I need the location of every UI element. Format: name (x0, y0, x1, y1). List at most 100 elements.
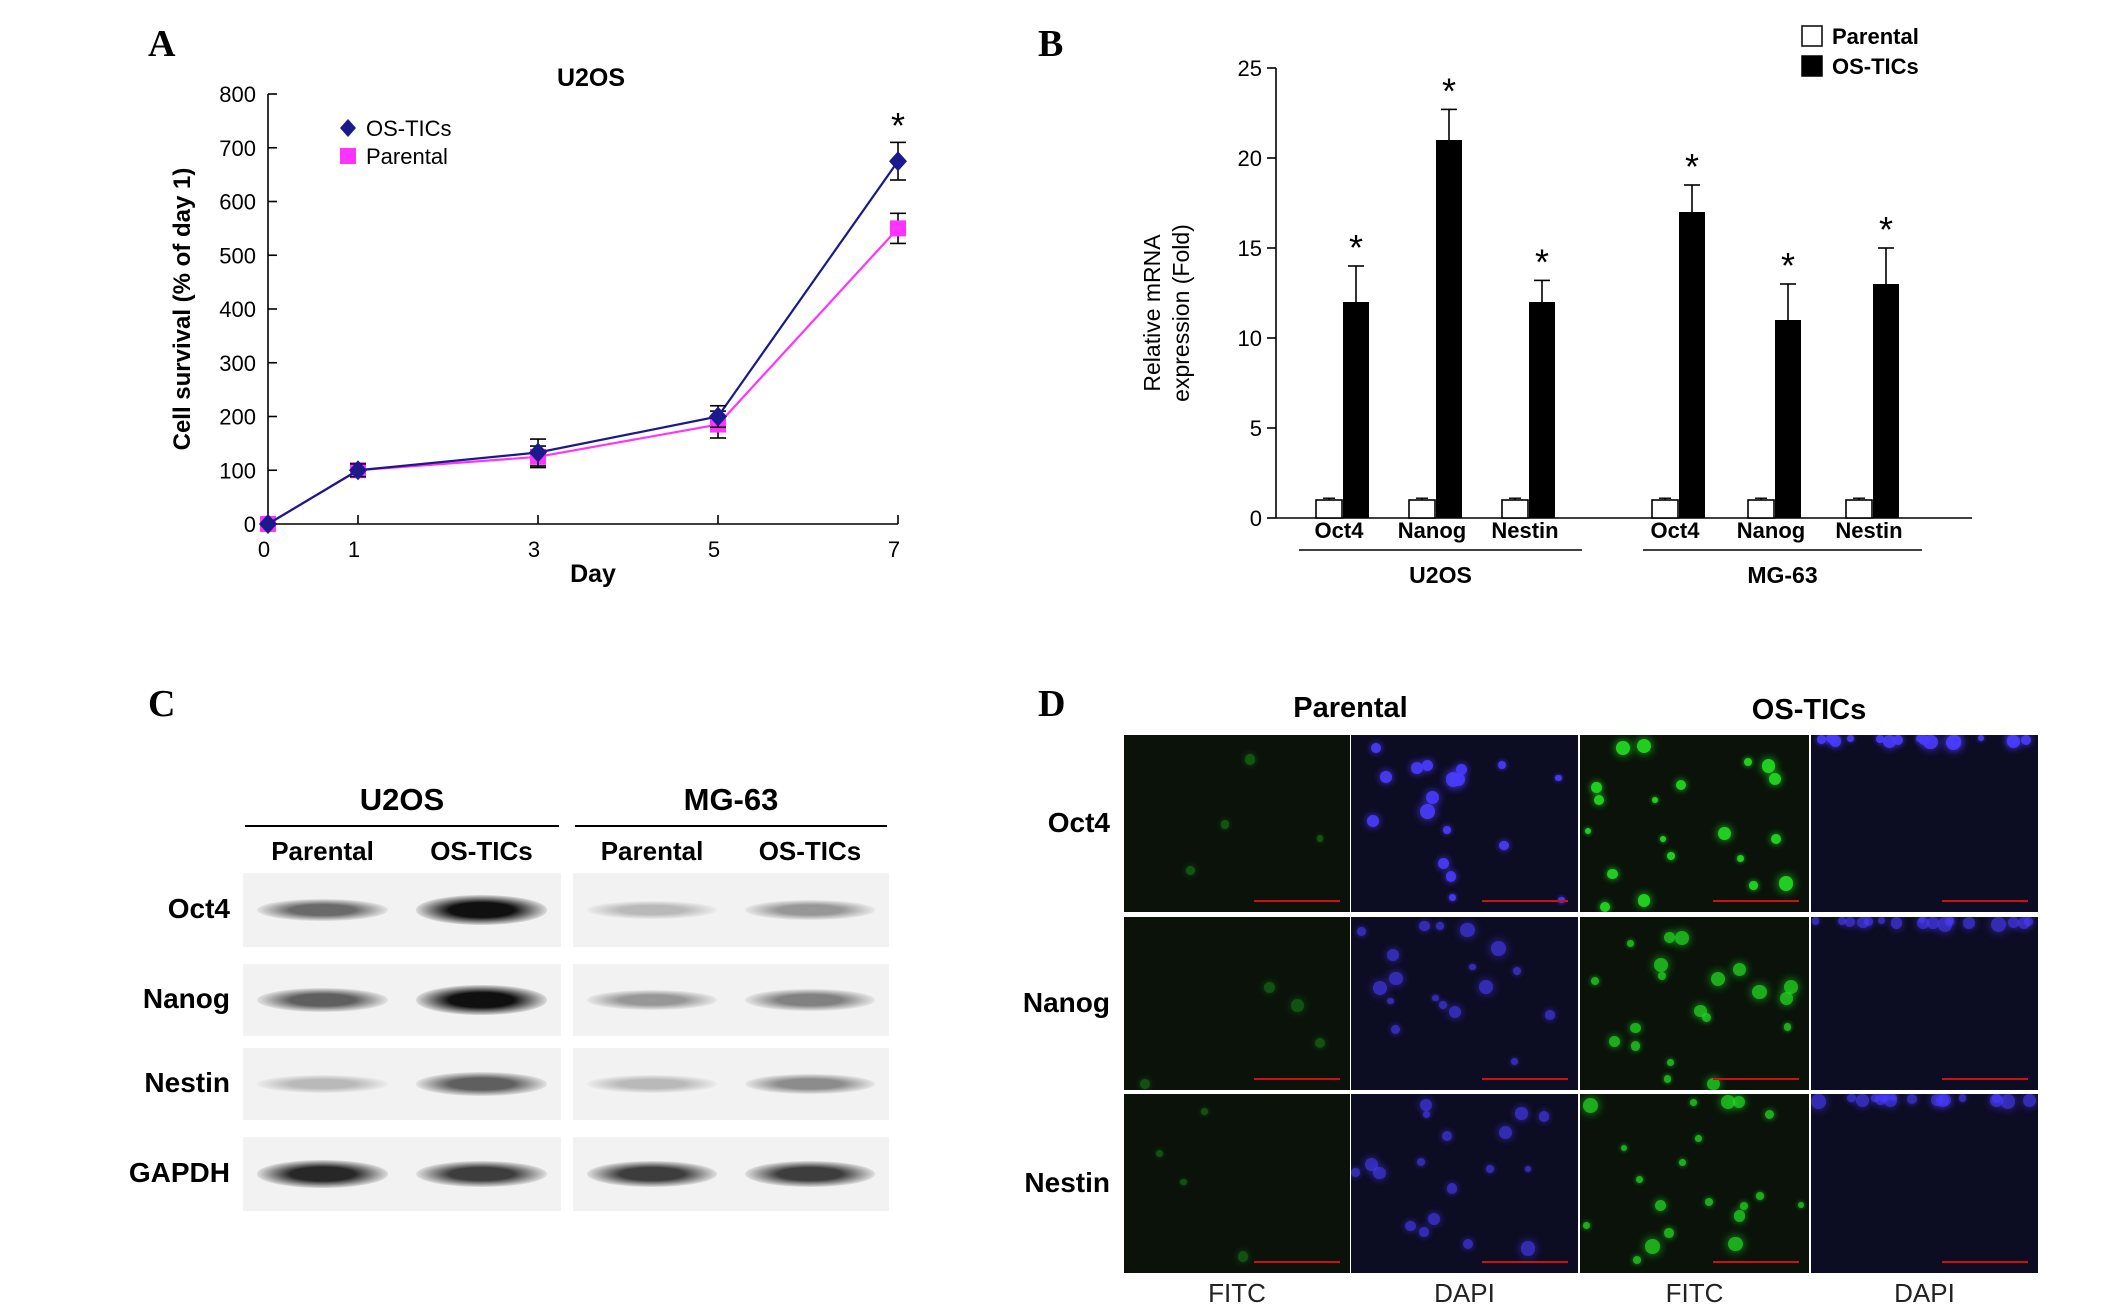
cell-nucleus (1630, 1022, 1641, 1034)
category-label: Nestin (1491, 518, 1558, 543)
cell-nucleus (1837, 917, 1846, 926)
cell-nucleus (2008, 917, 2020, 929)
lane-label: OS-TICs (430, 836, 533, 866)
cell-nucleus (1927, 917, 1939, 929)
cell-nucleus (1694, 1004, 1707, 1018)
bar-os-tics (1529, 302, 1555, 518)
cell-nucleus (1798, 1201, 1805, 1208)
cell-nucleus (1584, 827, 1592, 835)
protein-label: GAPDH (128, 1157, 230, 1188)
cell-nucleus (1918, 917, 1925, 923)
cell-nucleus (1237, 1250, 1249, 1262)
stain-column-label: DAPI (1434, 1278, 1495, 1308)
cell-nucleus (1657, 971, 1667, 981)
cell-nucleus (1652, 796, 1659, 803)
stain-column-label: FITC (1208, 1278, 1266, 1308)
y-tick-label: 500 (219, 243, 256, 268)
micrograph-fitc (1124, 1094, 1350, 1273)
cell-nucleus (1811, 917, 1820, 925)
cell-nucleus (1140, 1079, 1151, 1090)
cell-nucleus (1679, 1159, 1687, 1167)
cell-nucleus (1427, 1213, 1440, 1226)
data-point-OS-TICs (349, 460, 367, 481)
y-tick-label: 600 (219, 190, 256, 215)
category-label: Oct4 (1315, 518, 1365, 543)
cell-nucleus (1733, 1210, 1745, 1222)
cell-nucleus (1558, 896, 1565, 903)
group-label: MG-63 (1747, 562, 1817, 588)
cell-nucleus (1591, 782, 1602, 793)
marker-row-label: Oct4 (1047, 806, 1110, 838)
data-point-Parental (890, 220, 906, 237)
cell-nucleus (1511, 1058, 1519, 1066)
scale-bar (1713, 900, 1799, 902)
cell-nucleus (1645, 1239, 1660, 1254)
y-tick-label: 0 (244, 512, 256, 537)
protein-band (416, 895, 547, 925)
cell-nucleus (1545, 1009, 1555, 1020)
x-tick-label: 0 (258, 537, 270, 562)
micrograph-fitc (1124, 735, 1350, 912)
scale-bar (1482, 1261, 1568, 1263)
cell-nucleus (1478, 979, 1493, 994)
scale-bar (1482, 1078, 1568, 1080)
cell-nucleus (1890, 1094, 1898, 1102)
cell-nucleus (1387, 949, 1400, 962)
cell-nucleus (1185, 865, 1196, 876)
blot-strip (243, 1137, 561, 1211)
cell-nucleus (1380, 771, 1393, 783)
scale-bar (1942, 1261, 2028, 1263)
protein-band (587, 1161, 717, 1187)
cell-nucleus (1616, 741, 1630, 755)
protein-band (745, 1073, 875, 1095)
y-tick-label: 5 (1250, 416, 1262, 441)
protein-band (587, 901, 717, 919)
y-tick-label: 0 (1250, 506, 1262, 531)
cell-nucleus (1411, 762, 1424, 775)
cell-nucleus (1442, 825, 1451, 834)
group-label: Parental (1293, 692, 1408, 724)
cell-nucleus (1498, 761, 1507, 770)
y-tick-label: 800 (219, 82, 256, 107)
cell-nucleus (1422, 759, 1434, 771)
scale-bar (1942, 900, 2028, 902)
cell-nucleus (1663, 1075, 1672, 1083)
protein-band (257, 1160, 388, 1188)
y-tick-label: 15 (1238, 236, 1262, 261)
scale-bar (1713, 1261, 1799, 1263)
cell-nucleus (1761, 759, 1776, 773)
micrograph-dapi (1811, 1094, 2038, 1273)
micrograph-fitc (1580, 1094, 1809, 1273)
group-label: U2OS (1409, 562, 1472, 588)
blot-strip (573, 964, 889, 1036)
cell-nucleus (1978, 735, 1985, 742)
legend-marker (1801, 55, 1823, 77)
legend-label: Parental (1832, 24, 1919, 49)
cell-nucleus (1220, 820, 1229, 829)
cell-nucleus (1607, 868, 1618, 880)
blot-strip (573, 873, 889, 947)
y-tick-label: 25 (1238, 56, 1262, 81)
cell-nucleus (1783, 980, 1798, 995)
scale-bar (1254, 900, 1340, 902)
cell-nucleus (1847, 1094, 1856, 1103)
cell-nucleus (1892, 735, 1903, 745)
cell-nucleus (1620, 1144, 1627, 1152)
y-tick-label: 300 (219, 351, 256, 376)
cell-nucleus (1438, 1001, 1448, 1010)
protein-label: Nestin (144, 1067, 230, 1098)
scale-bar (1482, 900, 1568, 902)
micrograph-fitc (1124, 917, 1350, 1090)
scale-bar (1254, 1078, 1340, 1080)
cell-nucleus (1676, 779, 1687, 790)
cell-nucleus (2006, 735, 2020, 749)
cell-nucleus (1515, 1107, 1528, 1120)
panel-c-letter: C (148, 683, 176, 725)
significance-star: * (1535, 241, 1549, 282)
cell-nucleus (1437, 857, 1450, 870)
micrograph-dapi (1351, 1094, 1578, 1273)
y-tick-label: 400 (219, 297, 256, 322)
cell-nucleus (1314, 1037, 1325, 1048)
y-axis-label: expression (Fold) (1168, 224, 1194, 402)
data-point-OS-TICs (889, 151, 907, 172)
